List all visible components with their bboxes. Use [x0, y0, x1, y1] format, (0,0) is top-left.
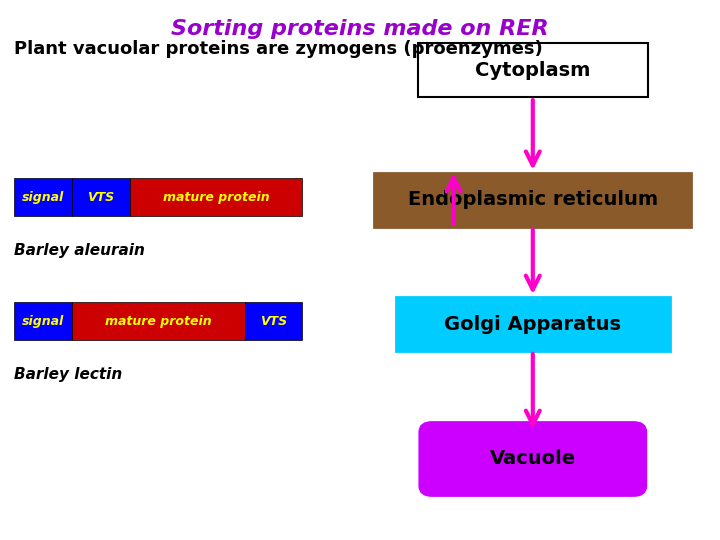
Text: Golgi Apparatus: Golgi Apparatus: [444, 314, 621, 334]
Text: Plant vacuolar proteins are zymogens (proenzymes): Plant vacuolar proteins are zymogens (pr…: [14, 40, 543, 58]
Bar: [396, 297, 670, 351]
Text: Endoplasmic reticulum: Endoplasmic reticulum: [408, 190, 658, 210]
Text: Cytoplasm: Cytoplasm: [475, 60, 590, 80]
Bar: [14, 302, 72, 340]
Text: Barley lectin: Barley lectin: [14, 367, 122, 382]
Text: Vacuole: Vacuole: [490, 449, 576, 469]
Text: Barley aleurain: Barley aleurain: [14, 243, 145, 258]
Text: Sorting proteins made on RER: Sorting proteins made on RER: [171, 19, 549, 39]
Text: signal: signal: [22, 315, 64, 328]
Text: VTS: VTS: [260, 315, 287, 328]
Bar: [374, 173, 691, 227]
Text: mature protein: mature protein: [163, 191, 269, 204]
Text: signal: signal: [22, 191, 64, 204]
Text: mature protein: mature protein: [105, 315, 212, 328]
Bar: [72, 302, 245, 340]
FancyBboxPatch shape: [418, 43, 648, 97]
Bar: [14, 178, 72, 216]
Bar: [72, 178, 130, 216]
FancyBboxPatch shape: [421, 424, 644, 494]
Bar: [245, 302, 302, 340]
Text: VTS: VTS: [87, 191, 114, 204]
Bar: [130, 178, 302, 216]
